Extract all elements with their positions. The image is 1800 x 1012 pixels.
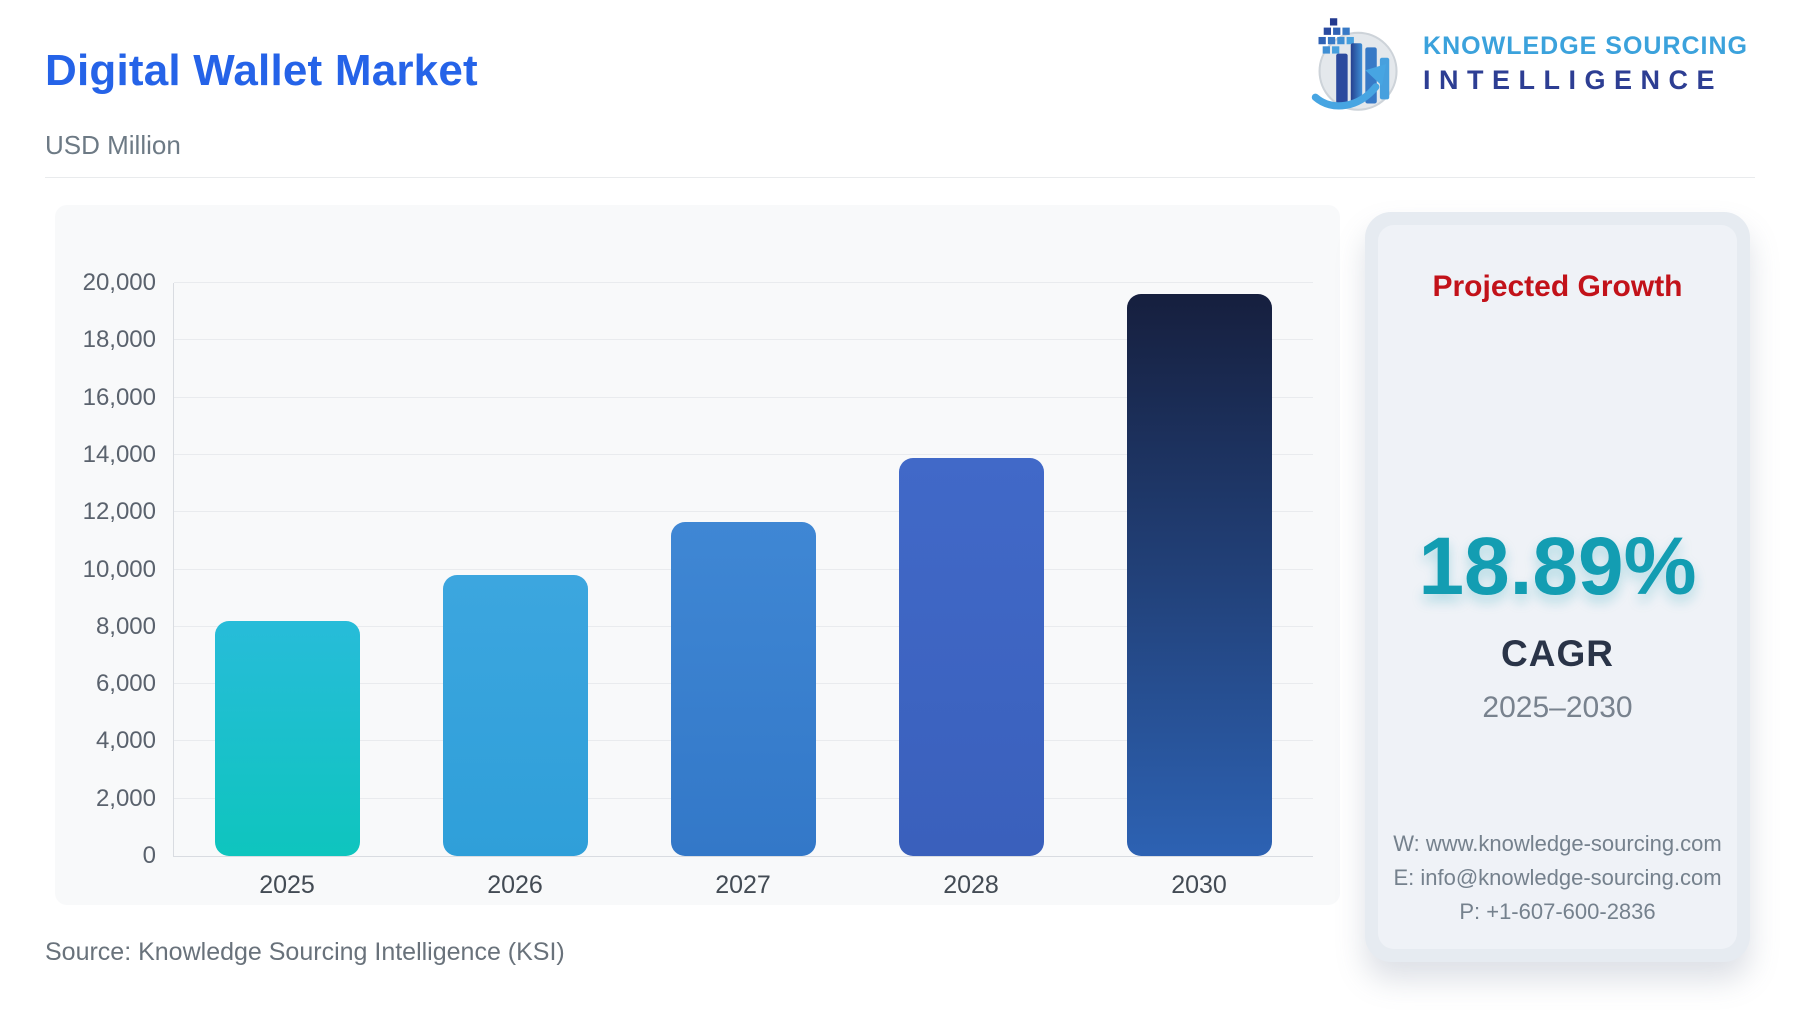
gridline-16000: 16,000 bbox=[83, 384, 1313, 411]
growth-card-title: Projected Growth bbox=[1432, 270, 1683, 303]
contact-block: W: www.knowledge-sourcing.com E: info@kn… bbox=[1378, 827, 1737, 929]
y-tick-label: 6,000 bbox=[95, 670, 156, 698]
pixel-squares bbox=[1318, 18, 1354, 54]
y-tick-label: 8,000 bbox=[95, 612, 156, 640]
growth-arrow bbox=[1311, 64, 1387, 110]
page-title: Digital Wallet Market bbox=[45, 46, 478, 95]
cagr-value: 18.89% bbox=[1418, 521, 1697, 612]
y-tick-label: 18,000 bbox=[82, 326, 156, 354]
bar-2028 bbox=[898, 457, 1044, 856]
y-tick-label: 14,000 bbox=[82, 440, 156, 468]
globe-chart-arrow-icon bbox=[1311, 18, 1398, 111]
gridline-20000: 20,000 bbox=[83, 269, 1313, 296]
bar-slot-2026 bbox=[402, 283, 630, 856]
x-axis-label-2027: 2027 bbox=[715, 871, 771, 899]
y-tick-label: 20,000 bbox=[82, 269, 156, 296]
projected-growth-card: Projected Growth 18.89% CAGR 2025–2030 W… bbox=[1365, 212, 1750, 962]
x-axis-labels: 2025 2026 2027 2028 2030 bbox=[173, 871, 1313, 900]
x-axis-label-2028: 2028 bbox=[943, 871, 999, 899]
gridline-14000: 14,000 bbox=[83, 441, 1313, 468]
cagr-label: CAGR bbox=[1501, 633, 1614, 674]
bar-slot-2027 bbox=[630, 283, 858, 856]
y-tick-label: 16,000 bbox=[82, 383, 156, 411]
y-tick-label: 12,000 bbox=[82, 498, 156, 526]
gridline-18000: 18,000 bbox=[83, 326, 1313, 353]
ksi-logo-text: KNOWLEDGE SOURCING INTELLIGENCE bbox=[1423, 32, 1748, 96]
x-axis-label-2030: 2030 bbox=[1171, 871, 1227, 899]
ksi-logo: KNOWLEDGE SOURCING INTELLIGENCE bbox=[1305, 12, 1748, 116]
logo-text-line2: INTELLIGENCE bbox=[1423, 65, 1724, 95]
bar-slot-2030 bbox=[1085, 283, 1313, 856]
bar-series bbox=[174, 283, 1313, 856]
header-divider bbox=[45, 177, 1755, 178]
chart-panel: 0 2,000 4,000 6,000 8,000 10,000 12,000 14,000 1… bbox=[55, 205, 1340, 905]
bar-2026 bbox=[443, 575, 589, 856]
y-tick-label: 0 bbox=[142, 842, 156, 869]
source-note: Source: Knowledge Sourcing Intelligence … bbox=[45, 938, 565, 966]
contact-website: W: www.knowledge-sourcing.com bbox=[1393, 830, 1722, 856]
cagr-period: 2025–2030 bbox=[1482, 691, 1633, 724]
bar-slot-2028 bbox=[857, 283, 1085, 856]
gridline-0: 0 bbox=[143, 842, 1313, 869]
bar-2030 bbox=[1126, 294, 1272, 856]
bar-chart-plot-area: 0 2,000 4,000 6,000 8,000 10,000 12,000 14,000 1… bbox=[83, 269, 1313, 869]
gridline-12000: 12,000 bbox=[83, 498, 1313, 525]
logo-text-line1: KNOWLEDGE SOURCING bbox=[1423, 32, 1748, 60]
bar-2027 bbox=[670, 522, 816, 856]
y-tick-label: 4,000 bbox=[95, 727, 156, 755]
bar-slot-2025 bbox=[174, 283, 402, 856]
contact-phone: P: +1-607-600-2836 bbox=[1459, 898, 1656, 924]
bar-2025 bbox=[215, 621, 361, 856]
y-tick-label: 10,000 bbox=[82, 555, 156, 583]
x-axis-label-2025: 2025 bbox=[259, 871, 315, 899]
contact-email: E: info@knowledge-sourcing.com bbox=[1393, 864, 1722, 890]
x-axis-label-2026: 2026 bbox=[487, 871, 543, 899]
projected-growth-card-inner: Projected Growth 18.89% CAGR 2025–2030 W… bbox=[1378, 225, 1737, 949]
y-tick-label: 2,000 bbox=[95, 784, 156, 812]
units-label: USD Million bbox=[45, 130, 181, 160]
